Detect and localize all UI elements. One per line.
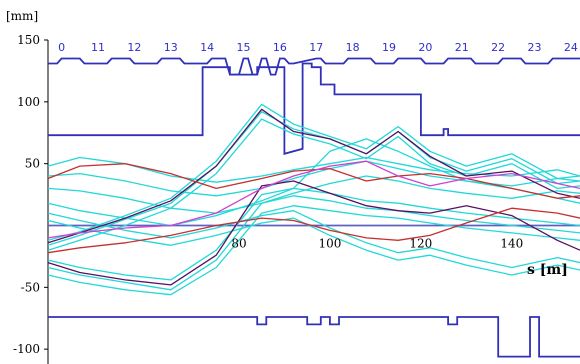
trajectory-line-6 (47, 118, 580, 251)
y-tick-label: 150 (17, 33, 40, 47)
trajectory-line-18 (47, 163, 580, 199)
x-tick-label: 140 (500, 236, 523, 250)
cell-number-label: 22 (491, 41, 505, 54)
cell-number-label: 12 (127, 41, 141, 54)
trajectory-line-15 (47, 138, 580, 227)
lower-aperture-line (48, 316, 580, 358)
trajectory-line-19 (47, 207, 580, 254)
cell-number-label: 24 (564, 41, 578, 54)
cell-number-label: 16 (273, 41, 287, 54)
y-tick-label: 50 (25, 157, 40, 171)
cell-number-label: 23 (528, 41, 542, 54)
trajectory-line-17 (47, 180, 580, 286)
trajectory-line-16 (47, 108, 580, 244)
trajectory-line-11 (47, 195, 580, 291)
cell-number-label: 15 (237, 41, 251, 54)
tick-labels: 150 100 50 -50 -100 80 100 120 140 0 11 12 13 14 15 16 1… (13, 33, 578, 356)
trajectory-line-4 (47, 103, 580, 241)
upper-aperture-line (48, 62, 580, 155)
cell-number-label: 19 (382, 41, 396, 54)
cell-number-label: 20 (418, 41, 432, 54)
cell-number-label: 14 (200, 41, 214, 54)
trajectory-line-9 (47, 175, 580, 214)
x-axis-label: s [m] (527, 262, 568, 278)
cell-number-label: 18 (346, 41, 360, 54)
trajectory-line-12 (47, 205, 580, 296)
y-axis-unit-label: [mm] (6, 9, 38, 23)
y-tick-label: -50 (21, 280, 40, 294)
trajectory-line-13 (47, 210, 580, 269)
trajectory-line-10 (47, 187, 580, 281)
cell-number-label: 21 (455, 41, 469, 54)
x-tick-label: 100 (318, 236, 341, 250)
y-tick-label: -100 (13, 342, 40, 356)
cell-number-label: 17 (309, 41, 323, 54)
cell-number-label: 0 (58, 41, 65, 54)
cell-number-label: 13 (164, 41, 178, 54)
trajectory-line-20 (47, 160, 580, 239)
x-tick-label: 80 (231, 236, 246, 250)
cell-number-label: 11 (91, 41, 105, 54)
y-tick-label: 100 (17, 95, 40, 109)
x-tick-label: 120 (409, 236, 432, 250)
trajectory-lines (47, 57, 580, 358)
